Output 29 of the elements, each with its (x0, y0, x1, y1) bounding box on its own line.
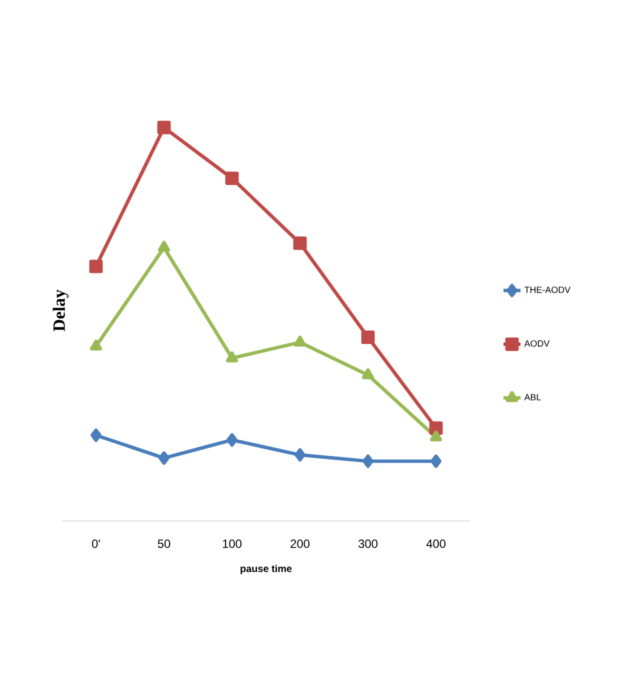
point (89, 260, 103, 274)
point (294, 336, 306, 347)
point (157, 120, 171, 134)
y-axis-title: Delay (52, 290, 68, 332)
point (293, 236, 307, 250)
legend-label: AODV (524, 340, 550, 347)
point (362, 454, 374, 468)
point (158, 240, 170, 252)
x-tick-label: 0' (92, 540, 100, 548)
legend-label: THE-AODV (524, 286, 571, 293)
point (225, 172, 239, 186)
x-tick-label: 50 (158, 540, 170, 548)
x-tick-label: 400 (426, 540, 446, 548)
point (430, 430, 442, 442)
x-tick-label: 300 (358, 540, 378, 548)
point (158, 451, 170, 465)
point (90, 428, 102, 442)
point (226, 351, 238, 362)
point (294, 448, 306, 462)
x-axis-title: pause time (240, 564, 292, 574)
point (361, 330, 375, 344)
legend-label: ABL (524, 394, 541, 400)
point (226, 433, 238, 447)
point (90, 340, 102, 351)
x-tick-label: 100 (222, 540, 242, 548)
point (429, 421, 443, 435)
point (362, 368, 374, 380)
x-tick-label: 200 (290, 540, 310, 548)
point (430, 454, 442, 468)
